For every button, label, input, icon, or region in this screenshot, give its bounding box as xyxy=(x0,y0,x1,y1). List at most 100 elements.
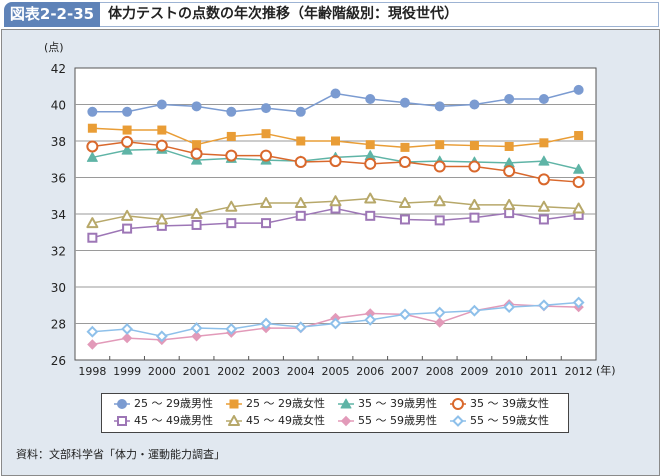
legend-label: 45 ～ 49歳男性 xyxy=(134,414,213,427)
data-point xyxy=(261,218,272,229)
y-tick-label: 34 xyxy=(51,208,66,222)
series-1 xyxy=(87,123,584,152)
data-point xyxy=(399,97,410,108)
data-point xyxy=(86,325,99,338)
data-point xyxy=(191,331,202,342)
data-point xyxy=(122,125,132,135)
legend-marker-icon xyxy=(338,398,354,409)
legend-marker xyxy=(452,398,464,410)
data-point xyxy=(87,123,97,133)
data-point xyxy=(398,197,411,209)
data-point xyxy=(433,306,446,319)
data-point xyxy=(574,131,584,141)
data-point xyxy=(331,136,340,146)
data-point xyxy=(503,165,516,178)
data-point xyxy=(86,151,98,162)
data-point xyxy=(539,138,549,148)
x-tick-label: 2005 xyxy=(322,365,350,378)
data-point xyxy=(365,94,376,105)
legend-marker-icon xyxy=(226,399,242,409)
data-point xyxy=(260,197,273,209)
data-point xyxy=(468,304,481,317)
data-point xyxy=(226,131,236,141)
legend-marker xyxy=(340,415,352,427)
data-point xyxy=(190,208,203,219)
source-note: 資料：文部科学省「体力・運動能力調査」 xyxy=(16,448,225,461)
data-point xyxy=(260,149,273,162)
data-point xyxy=(295,210,306,221)
y-tick-label: 32 xyxy=(51,245,66,259)
data-point xyxy=(537,200,550,212)
data-point xyxy=(87,339,98,350)
legend-item: 35 ～ 39歳女性 xyxy=(450,396,549,412)
legend-item: 55 ～ 59歳男性 xyxy=(338,413,437,429)
figure-label: 図表2-2-35 xyxy=(4,2,100,27)
data-point xyxy=(503,198,516,210)
legend-marker-icon xyxy=(114,399,130,409)
data-point xyxy=(434,317,445,328)
series-0 xyxy=(87,84,584,117)
data-point xyxy=(504,94,515,105)
legend-label: 45 ～ 49歳女性 xyxy=(246,414,325,427)
y-tick-label: 38 xyxy=(51,135,66,149)
data-point xyxy=(87,232,98,243)
data-point xyxy=(122,106,133,117)
data-point xyxy=(121,144,133,155)
figure-header: 図表2-2-35 体力テストの点数の年次推移（年齢階級別：現役世代） xyxy=(0,0,662,28)
data-point xyxy=(538,94,549,105)
data-point xyxy=(192,140,202,150)
y-tick-label: 30 xyxy=(51,281,66,295)
legend-marker xyxy=(117,416,127,426)
x-tick-label: 2012 xyxy=(565,365,593,378)
data-point xyxy=(364,157,377,170)
data-point xyxy=(573,163,585,174)
data-point xyxy=(504,208,515,219)
y-tick-label: 42 xyxy=(51,62,66,76)
legend-label: 25 ～ 29歳女性 xyxy=(246,397,325,410)
legend-label: 35 ～ 39歳女性 xyxy=(470,397,549,410)
legend-marker-icon xyxy=(114,416,130,426)
data-point xyxy=(468,160,481,173)
data-point xyxy=(155,330,168,343)
data-point xyxy=(294,321,307,334)
data-point xyxy=(191,219,202,230)
data-point xyxy=(364,313,377,326)
data-point xyxy=(469,141,479,151)
x-axis-label: (年) xyxy=(596,363,616,377)
data-point xyxy=(155,139,168,152)
legend-marker-icon xyxy=(450,415,466,427)
data-point xyxy=(433,195,446,207)
figure-title: 体力テストの点数の年次推移（年齢階級別：現役世代） xyxy=(108,6,458,22)
data-point xyxy=(190,322,203,334)
legend-item: 45 ～ 49歳男性 xyxy=(114,413,213,429)
data-point xyxy=(329,195,342,207)
data-point xyxy=(469,212,480,223)
data-point xyxy=(329,155,342,168)
y-tick-label: 28 xyxy=(51,318,66,332)
data-point xyxy=(329,317,342,330)
x-tick-label: 2002 xyxy=(217,365,245,378)
legend-marker-icon xyxy=(226,415,242,426)
legend-item: 45 ～ 49歳女性 xyxy=(226,413,325,429)
data-point xyxy=(435,140,445,150)
data-point xyxy=(294,197,307,209)
series-7 xyxy=(86,296,585,343)
series-3 xyxy=(86,135,585,189)
legend-label: 25 ～ 29歳男性 xyxy=(134,397,213,410)
data-point xyxy=(365,210,376,221)
data-point xyxy=(121,332,133,344)
x-tick-label: 2000 xyxy=(148,365,176,378)
data-point xyxy=(572,202,585,214)
x-tick-label: 2003 xyxy=(252,365,280,378)
data-point xyxy=(330,88,341,99)
figure-title-box: 体力テストの点数の年次推移（年齢階級別：現役世代） xyxy=(100,2,659,27)
data-point xyxy=(155,213,168,225)
data-point xyxy=(434,101,445,112)
data-point xyxy=(157,125,167,135)
legend-label: 55 ～ 59歳女性 xyxy=(470,414,549,427)
x-tick-label: 2010 xyxy=(495,365,523,378)
legend-marker-icon xyxy=(338,415,354,427)
legend-item: 25 ～ 29歳女性 xyxy=(226,396,325,412)
legend-item: 35 ～ 39歳男性 xyxy=(338,396,437,412)
